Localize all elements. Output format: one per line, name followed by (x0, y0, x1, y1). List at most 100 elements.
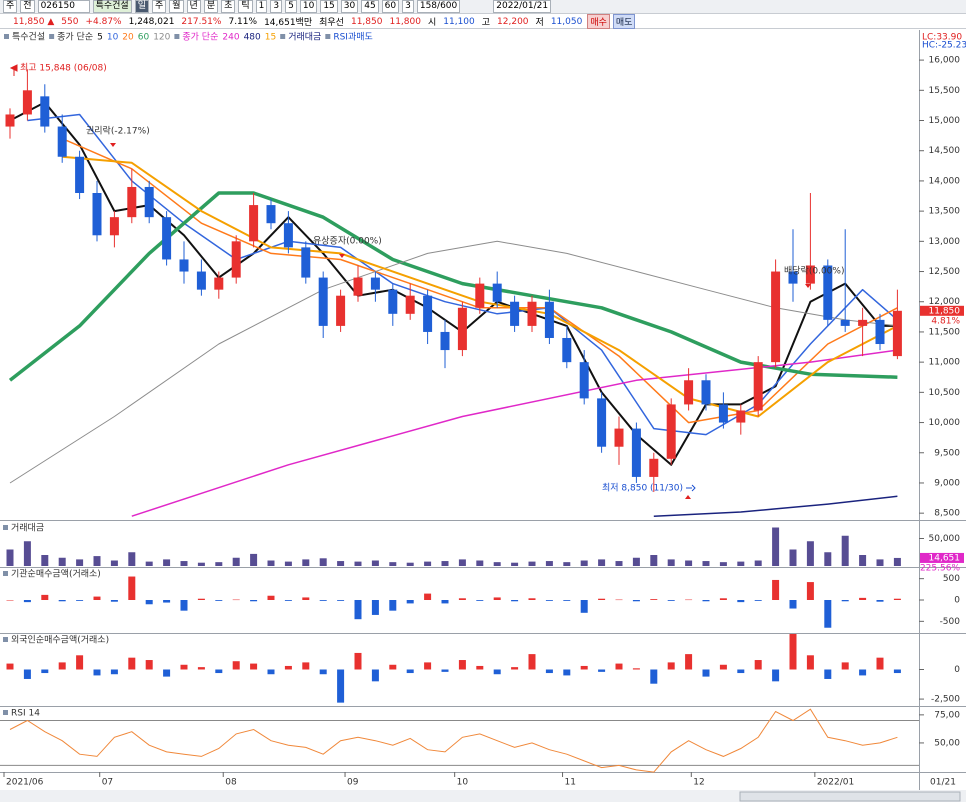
marker-arrow (686, 484, 696, 492)
period-btn[interactable]: 일 (134, 0, 149, 13)
candle-body (840, 319, 850, 326)
candle-body (22, 90, 32, 115)
menu[interactable]: 전 (20, 0, 35, 13)
bar (180, 561, 188, 566)
bar (859, 555, 867, 566)
panel-title: 기관순매수금액(거래소) (11, 568, 101, 580)
buy-button[interactable]: 매수 (587, 14, 610, 29)
x-tick-label: 10 (457, 778, 469, 788)
legend-icon (325, 34, 331, 39)
bar (493, 562, 501, 566)
bar (424, 593, 432, 600)
label: 시 (427, 18, 437, 28)
bar (458, 598, 466, 600)
ma-line (8, 191, 898, 382)
bar (180, 664, 188, 670)
scroll-controls[interactable] (739, 791, 961, 802)
interval-btn[interactable]: 1 (255, 0, 268, 13)
bar (876, 657, 884, 670)
bar (406, 669, 414, 674)
candle-body (666, 404, 676, 459)
bar (6, 549, 14, 566)
bar (806, 541, 814, 566)
candle-body (301, 247, 311, 278)
interval-btn[interactable]: 3 (270, 0, 283, 13)
date-input[interactable]: 2022/01/21 (493, 0, 552, 13)
interval-btn[interactable]: 5 (285, 0, 297, 13)
bar (163, 600, 171, 603)
period-btn[interactable]: 년 (186, 0, 201, 13)
code-input[interactable]: 026150 (37, 0, 90, 13)
bar (163, 669, 171, 677)
rsi-line (9, 708, 898, 773)
interval-btn[interactable]: 30 (340, 0, 359, 13)
bar (302, 597, 310, 600)
interval-btn[interactable]: 60 (381, 0, 400, 13)
period-btn[interactable]: 틱 (238, 0, 253, 13)
bar (685, 599, 693, 601)
count-input[interactable]: 3 (402, 0, 414, 13)
bar (650, 555, 658, 566)
bar (250, 553, 258, 566)
y-tick-label: 11,000 (929, 358, 961, 368)
menu[interactable]: 주 (3, 0, 18, 13)
interval-btn[interactable]: 15 (320, 0, 338, 13)
bar (667, 559, 675, 566)
panel-title: RSI 14 (11, 709, 40, 719)
interval-btn[interactable]: 10 (299, 0, 318, 13)
bar (841, 535, 849, 566)
bar (371, 669, 379, 682)
stock-name[interactable]: 특수건설 (92, 0, 132, 13)
bar (354, 561, 362, 566)
panel-icon (3, 710, 8, 715)
candle-body (736, 410, 746, 423)
legend-label: 종가 단순 (57, 32, 93, 43)
event-arrow (110, 143, 116, 147)
bar (893, 557, 901, 566)
bar (424, 561, 432, 566)
bar (685, 560, 693, 566)
legend-icon (174, 34, 180, 39)
change-rate: +4.87% (85, 16, 122, 27)
bar (893, 669, 901, 674)
candle-body (283, 223, 293, 248)
interval-btn[interactable]: 45 (361, 0, 379, 13)
legend-icon (49, 34, 55, 39)
bar (754, 560, 762, 566)
bar (267, 669, 275, 675)
period-btn[interactable]: 월 (169, 0, 184, 13)
bar (511, 667, 519, 670)
candle-body (75, 156, 85, 194)
bar (650, 669, 658, 684)
label: 저 (535, 18, 544, 28)
bar (545, 561, 553, 566)
bar (563, 562, 571, 566)
legend-stock: 특수건설 (12, 32, 45, 43)
candle-body (858, 319, 868, 326)
bar (250, 663, 258, 670)
bar (702, 669, 710, 677)
sell-button[interactable]: 매도 (612, 14, 636, 29)
bar (197, 667, 205, 670)
bar (6, 600, 14, 601)
y-tick-label: 0 (954, 665, 960, 675)
period-btn[interactable]: 분 (203, 0, 219, 13)
bar (632, 668, 640, 670)
x-tick-label: 09 (347, 778, 359, 788)
bar (128, 657, 136, 670)
bar (806, 582, 814, 600)
y-tick-label: 9,500 (934, 448, 960, 458)
bar (893, 598, 901, 600)
bar (598, 669, 606, 672)
open: 11,100 (443, 16, 475, 27)
period-btn[interactable]: 초 (221, 0, 236, 13)
bar (528, 654, 536, 670)
period-btn[interactable]: 주 (151, 0, 167, 13)
volume: 1,248,021 (128, 16, 175, 27)
bar (876, 600, 884, 602)
bar (772, 527, 780, 566)
candle-body (336, 295, 346, 326)
candle-body (788, 271, 798, 284)
y-tick-label: 12,000 (929, 297, 961, 307)
bar (354, 600, 362, 620)
